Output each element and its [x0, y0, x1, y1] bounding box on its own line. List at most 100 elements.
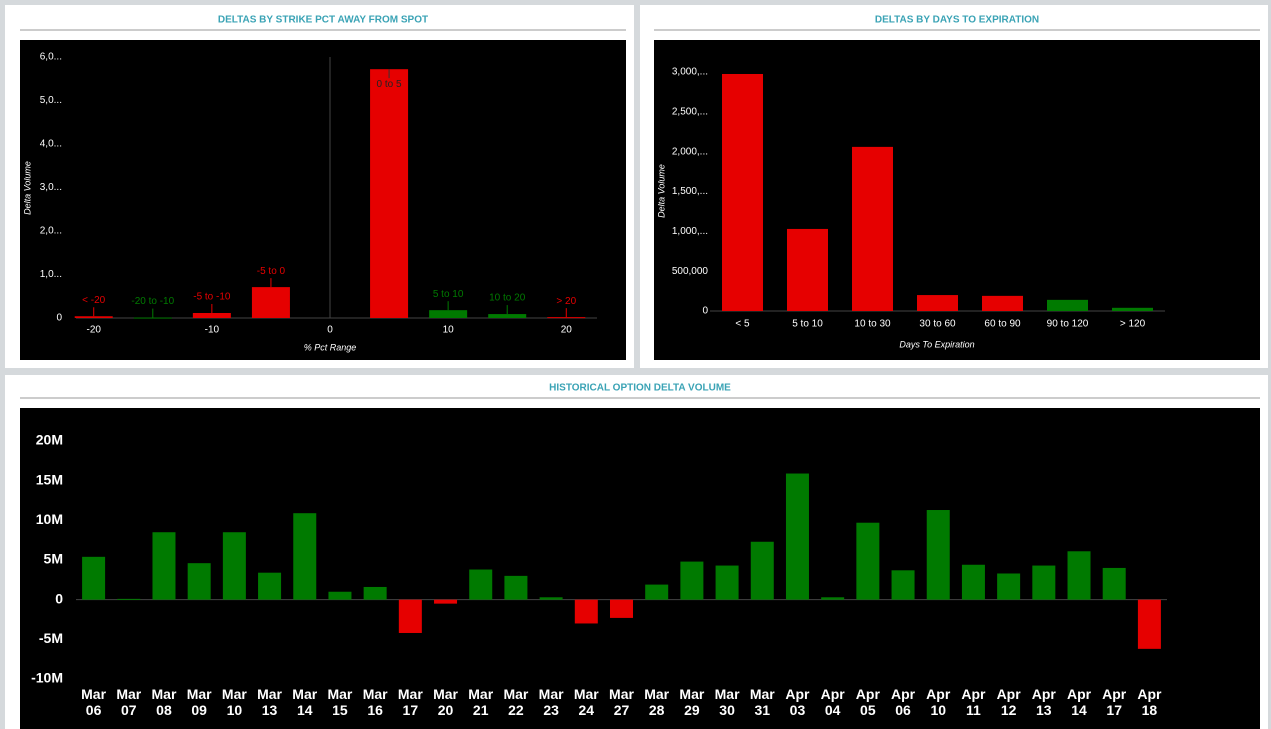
bar [1067, 551, 1091, 600]
bar [293, 513, 317, 600]
bar [926, 510, 950, 600]
x-tick-label: 10 to 30 [854, 319, 891, 330]
bar [610, 599, 633, 618]
x-tick-label: Apr 17 [1102, 686, 1127, 718]
x-tick-label: 0 [327, 325, 333, 336]
x-tick-label: Apr 03 [785, 686, 810, 718]
bar [74, 316, 113, 318]
bar [469, 569, 493, 600]
bar-label: 5 to 10 [433, 289, 464, 300]
bar [328, 591, 352, 600]
bar [1047, 299, 1088, 311]
x-tick-label: Apr 13 [1031, 686, 1056, 718]
x-tick-label: Apr 14 [1066, 686, 1092, 718]
bar-label: -5 to -10 [193, 292, 231, 303]
bar [961, 564, 985, 600]
bar-label: -5 to 0 [257, 266, 286, 277]
y-axis-title: Delta Volume [656, 164, 666, 218]
bar [917, 295, 958, 311]
y-axis-title: Delta Volume [22, 161, 32, 215]
bar [187, 563, 211, 600]
bar [680, 561, 704, 600]
x-tick-label: -20 [86, 325, 101, 336]
x-tick-label: Mar 22 [503, 686, 529, 718]
y-tick-label: 2,0... [40, 226, 62, 237]
bar [1032, 565, 1056, 600]
bar [258, 572, 282, 600]
y-tick-label: 15M [36, 471, 63, 487]
bar [133, 317, 172, 319]
y-tick-label: 0 [55, 590, 63, 606]
y-tick-label: 10M [36, 511, 63, 527]
y-tick-label: 20M [36, 432, 63, 448]
bar [192, 312, 231, 318]
x-tick-label: 60 to 90 [984, 319, 1021, 330]
x-tick-label: Mar 17 [397, 686, 423, 718]
panel-title: HISTORICAL OPTION DELTA VOLUME [549, 383, 731, 394]
x-tick-label: Mar 30 [714, 686, 740, 718]
x-tick-label: Mar 09 [186, 686, 212, 718]
bar [574, 599, 598, 624]
bar [251, 287, 290, 318]
y-tick-label: 0 [702, 306, 708, 317]
x-tick-label: 5 to 10 [792, 319, 823, 330]
bar [821, 597, 845, 600]
bar [856, 522, 880, 600]
bar [645, 584, 669, 600]
bar [1112, 307, 1153, 311]
x-tick-label: Mar 16 [362, 686, 388, 718]
bar-label: 10 to 20 [489, 293, 526, 304]
x-tick-label: Mar 23 [538, 686, 564, 718]
bar-label: < -20 [82, 295, 106, 306]
x-tick-label: 30 to 60 [919, 319, 956, 330]
x-tick-label: Mar 13 [257, 686, 283, 718]
x-tick-label: < 5 [735, 319, 750, 330]
bar [398, 599, 422, 633]
y-tick-label: 500,000 [672, 266, 709, 277]
x-tick-label: Apr 04 [820, 686, 845, 718]
bar [429, 310, 468, 318]
bar [750, 541, 774, 600]
x-tick-label: Mar 31 [749, 686, 775, 718]
x-tick-label: 10 [443, 325, 455, 336]
y-tick-label: 3,000,... [672, 67, 708, 78]
y-tick-label: 5,0... [40, 95, 62, 106]
y-tick-label: 0 [56, 313, 62, 324]
x-tick-label: Mar 24 [573, 686, 599, 718]
x-axis-title: % Pct Range [304, 342, 357, 352]
x-tick-label: Mar 28 [644, 686, 670, 718]
bar [222, 532, 246, 600]
x-tick-label: -10 [205, 325, 220, 336]
x-tick-label: Mar 10 [221, 686, 247, 718]
x-tick-label: Apr 12 [996, 686, 1021, 718]
y-tick-label: 3,0... [40, 182, 62, 193]
panel-title: DELTAS BY DAYS TO EXPIRATION [875, 15, 1039, 26]
bar [117, 598, 141, 600]
bar [547, 317, 586, 319]
bar [370, 69, 409, 319]
x-tick-label: > 120 [1120, 319, 1146, 330]
y-tick-label: 4,0... [40, 139, 62, 150]
bar [722, 73, 763, 311]
y-tick-label: 2,000,... [672, 146, 708, 157]
y-tick-label: 6,0... [40, 52, 62, 63]
x-tick-label: Apr 11 [961, 686, 986, 718]
x-axis-title: Days To Expiration [899, 339, 974, 349]
bar [363, 586, 387, 600]
bar [1102, 567, 1126, 600]
bar-label: > 20 [556, 296, 576, 307]
bar [504, 575, 528, 600]
plot-area [20, 40, 626, 360]
y-tick-label: 2,500,... [672, 106, 708, 117]
bar [997, 573, 1021, 600]
x-tick-label: Apr 06 [890, 686, 916, 718]
x-tick-label: Mar 14 [292, 686, 318, 718]
x-tick-label: Mar 27 [609, 686, 634, 718]
bar-label: -20 to -10 [131, 296, 174, 307]
x-tick-label: 90 to 120 [1047, 319, 1089, 330]
bar [715, 565, 739, 600]
x-tick-label: Mar 08 [151, 686, 177, 718]
bar [434, 599, 458, 604]
